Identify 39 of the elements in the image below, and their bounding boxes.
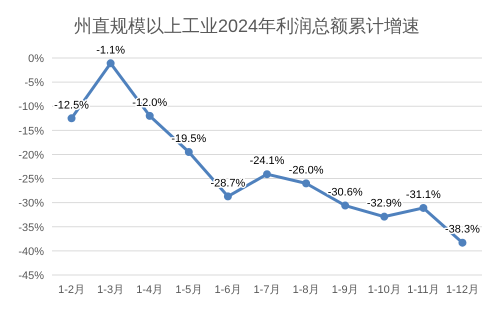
y-tick-label: -20% xyxy=(18,149,44,162)
x-tick-label: 1-11月 xyxy=(407,284,440,296)
point xyxy=(458,238,466,247)
point xyxy=(224,192,232,200)
y-tick-label: -40% xyxy=(18,246,44,258)
x-tick-label: 1-12月 xyxy=(446,284,479,296)
data-label: -24.1% xyxy=(250,155,285,168)
x-tick-label: 1-8月 xyxy=(292,284,320,296)
x-tick-label: 1-3月 xyxy=(97,284,124,296)
point xyxy=(419,204,428,212)
point xyxy=(302,179,310,188)
point xyxy=(106,59,115,68)
point xyxy=(68,114,76,122)
y-tick-label: -35% xyxy=(18,222,44,234)
y-tick-label: 0% xyxy=(28,53,44,65)
data-label: -31.1% xyxy=(406,188,442,201)
y-tick-label: -30% xyxy=(18,198,44,210)
point xyxy=(184,148,193,156)
point xyxy=(263,170,271,178)
y-tick-label: -25% xyxy=(18,174,44,186)
x-tick-label: 1-10月 xyxy=(368,284,401,296)
point xyxy=(146,112,154,120)
y-tick-label: -15% xyxy=(18,125,44,138)
x-tick-label: 1-6月 xyxy=(214,284,242,296)
y-tick-label: -45% xyxy=(18,270,44,282)
x-tick-label: 1-5月 xyxy=(175,284,202,296)
y-tick-label: -5% xyxy=(24,77,44,90)
data-label: -26.0% xyxy=(288,164,324,176)
x-tick-label: 1-4月 xyxy=(136,284,164,296)
y-tick-label: -10% xyxy=(18,101,44,114)
data-label: -32.9% xyxy=(366,198,402,210)
chart-title: 州直规模以上工业2024年利润总额累计增速 xyxy=(74,16,420,36)
x-tick-label: 1-9月 xyxy=(332,284,359,296)
data-label: -1.1% xyxy=(96,44,126,56)
point xyxy=(380,212,388,221)
x-tick-label: 1-2月 xyxy=(58,284,85,296)
x-tick-label: 1-7月 xyxy=(254,284,280,296)
data-label: -30.6% xyxy=(328,186,363,199)
point xyxy=(341,202,350,210)
